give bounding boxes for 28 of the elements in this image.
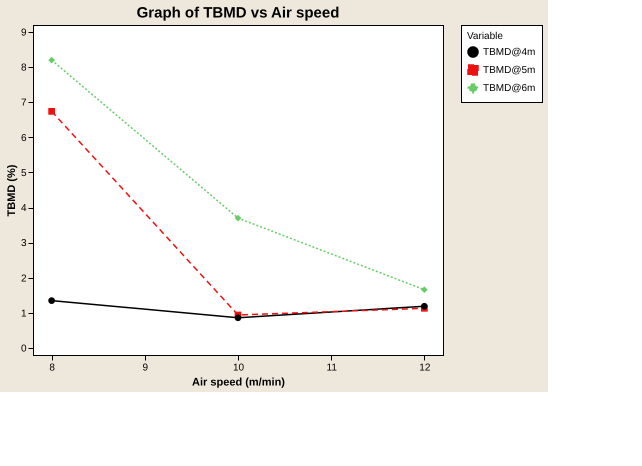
point <box>48 297 55 304</box>
y-tick-label: 0 <box>20 343 27 354</box>
y-tick-label: 4 <box>20 203 27 214</box>
y-tick-label: 8 <box>20 62 27 74</box>
chart-title: Graph of TBMD vs Air speed <box>136 4 340 22</box>
point <box>421 286 428 294</box>
legend-label: TBMD@4m <box>483 47 536 58</box>
point <box>48 56 55 64</box>
y-tick-label: 5 <box>20 168 27 179</box>
point <box>234 214 242 222</box>
legend-label: TBMD@5m <box>483 65 536 76</box>
y-tick-label: 7 <box>20 98 27 109</box>
x-tick-label: 10 <box>232 362 244 374</box>
x-tick-label: 12 <box>419 362 431 374</box>
y-axis-title: TBMD (%) <box>6 164 18 216</box>
y-tick-label: 3 <box>20 238 27 250</box>
y-tick-label: 1 <box>20 308 27 320</box>
y-tick-label: 6 <box>20 132 27 144</box>
legend-label: TBMD@6m <box>483 83 536 94</box>
x-tick-label: 11 <box>326 362 338 374</box>
x-axis-title: Air speed (m/min) <box>192 376 286 388</box>
point <box>234 314 242 322</box>
point <box>48 108 55 115</box>
x-tick-label: 9 <box>142 362 149 374</box>
y-tick-label: 2 <box>20 273 27 284</box>
x-tick-label: 8 <box>49 362 56 374</box>
legend-title: Variable <box>467 31 504 42</box>
y-tick-label: 9 <box>20 28 27 39</box>
